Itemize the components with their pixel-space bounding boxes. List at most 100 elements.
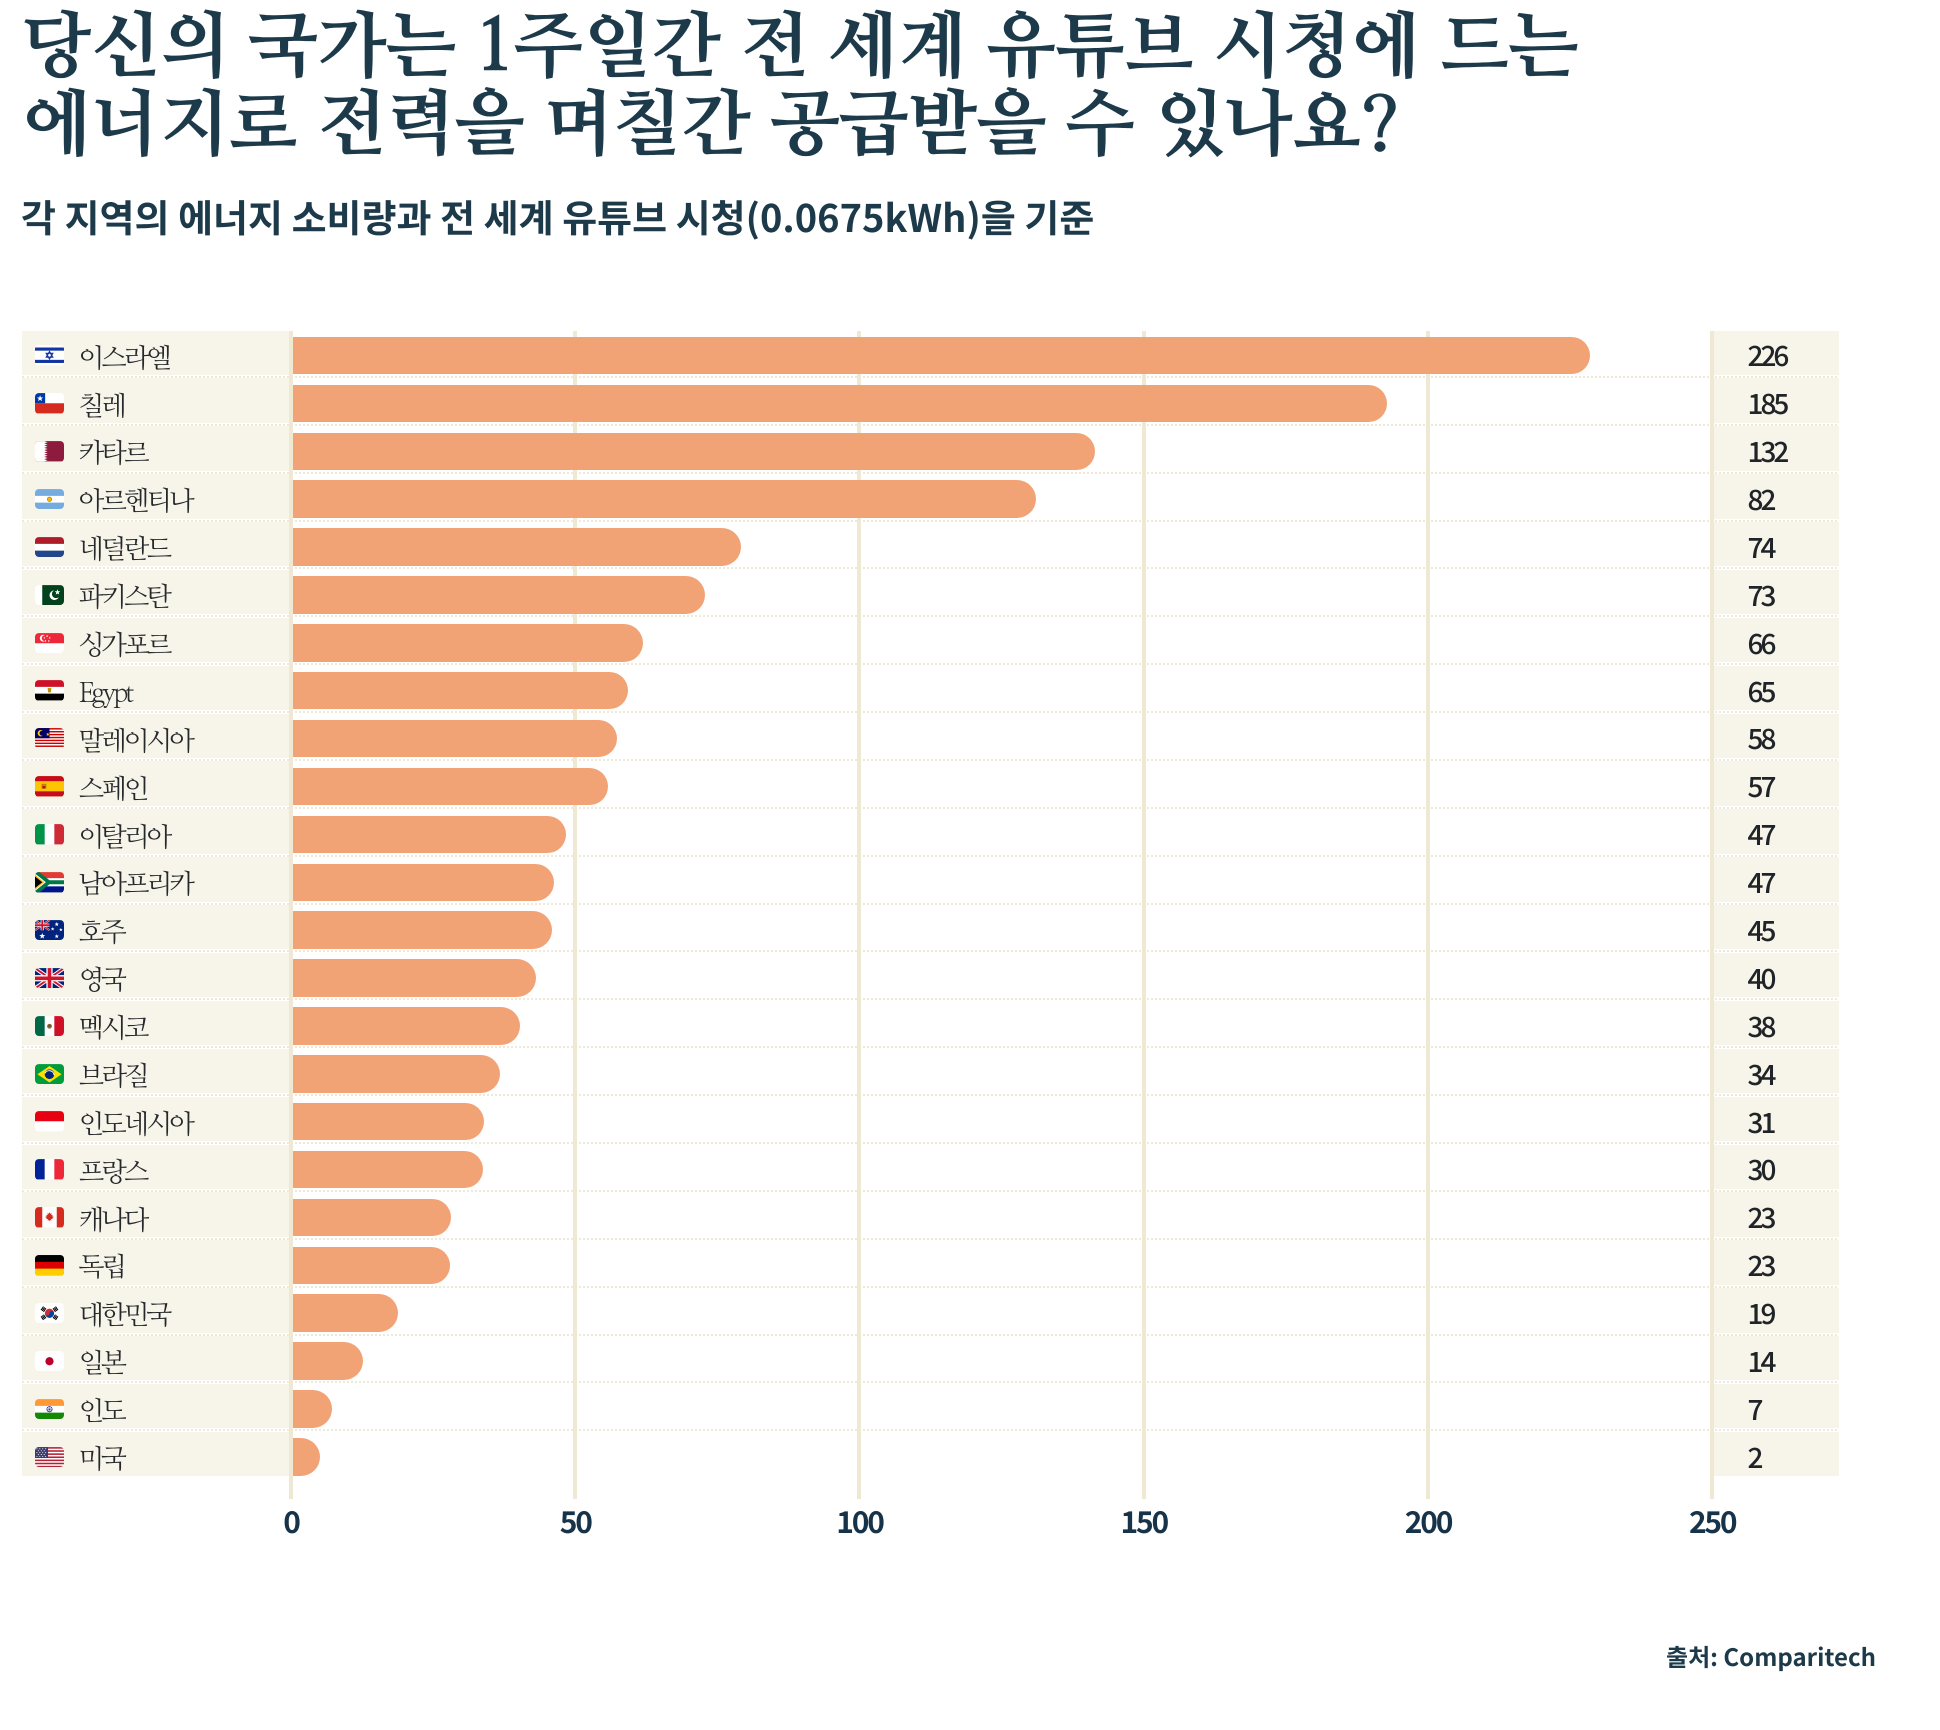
row-label-band <box>22 1096 291 1142</box>
value-label: 82 <box>1747 479 1777 520</box>
row-label-band <box>22 1336 291 1381</box>
chart-title: 당신의 국가는 1주일간 전 세계 유튜브 시청에 드는 에너지로 전력을 며칠… <box>22 10 1578 166</box>
bar-sg[interactable] <box>293 624 643 662</box>
flag-au-icon <box>34 919 64 941</box>
flag-eg-icon <box>34 680 64 701</box>
value-label: 31 <box>1747 1101 1777 1142</box>
row-separator <box>22 567 1837 570</box>
row-separator <box>22 1094 1837 1097</box>
row-value-band <box>1714 1192 1839 1237</box>
row-separator <box>22 471 1837 474</box>
bar-ar[interactable] <box>293 480 1037 518</box>
row-separator <box>22 1237 1837 1240</box>
country-label: 영국 <box>78 968 127 996</box>
flag-br-icon <box>34 1063 64 1085</box>
row-value-band <box>1714 1383 1839 1429</box>
gridline-200 <box>1425 330 1430 1499</box>
row-label-band <box>22 1048 291 1094</box>
bar-br[interactable] <box>293 1055 500 1093</box>
bar-kr[interactable] <box>293 1294 398 1332</box>
bar-in[interactable] <box>293 1390 332 1428</box>
row-separator <box>22 950 1837 953</box>
bar-mx[interactable] <box>293 1007 521 1045</box>
bar-de[interactable] <box>293 1246 451 1285</box>
bar-nl[interactable] <box>293 528 742 566</box>
tick-label-200: 200 <box>1404 1498 1454 1542</box>
value-label: 38 <box>1747 1005 1777 1046</box>
row-value-band <box>1714 330 1839 375</box>
bar-il[interactable] <box>293 336 1590 375</box>
row-value-band <box>1714 474 1839 519</box>
row-label-band <box>22 569 291 615</box>
row-separator <box>22 854 1837 857</box>
gridline-100 <box>857 330 862 1499</box>
row-label-band <box>22 857 291 902</box>
flag-de-icon <box>34 1255 64 1276</box>
bar-gb[interactable] <box>293 959 536 997</box>
value-label: 58 <box>1747 718 1777 759</box>
row-label-band <box>22 1288 291 1333</box>
flag-nl-icon <box>34 536 64 558</box>
flag-sg-icon <box>34 632 64 654</box>
bar-ca[interactable] <box>293 1198 452 1237</box>
flag-es-icon <box>34 776 64 797</box>
tick-label-250: 250 <box>1688 1498 1738 1542</box>
bar-id[interactable] <box>293 1102 485 1141</box>
country-label: 일본 <box>78 1351 127 1379</box>
row-separator <box>22 423 1837 426</box>
bar-qa[interactable] <box>293 432 1095 471</box>
value-label: 19 <box>1747 1293 1777 1334</box>
flag-mx-icon <box>34 1015 64 1037</box>
bar-us[interactable] <box>293 1438 320 1476</box>
row-separator <box>22 806 1837 809</box>
row-separator <box>22 615 1837 618</box>
row-separator <box>22 1381 1837 1384</box>
value-label: 226 <box>1747 335 1790 376</box>
flag-za-icon <box>34 872 64 893</box>
country-label: 브라질 <box>78 1063 150 1091</box>
country-label: 프랑스 <box>78 1159 150 1187</box>
gridline-150 <box>1141 330 1146 1499</box>
value-label: 47 <box>1747 814 1777 855</box>
country-label: 캐나다 <box>78 1207 150 1235</box>
bar-fr[interactable] <box>293 1150 484 1189</box>
country-label: 싱가포르 <box>78 632 173 660</box>
country-label: 멕시코 <box>78 1016 150 1044</box>
row-value-band <box>1714 1144 1839 1189</box>
flag-fr-icon <box>34 1159 64 1180</box>
gridline-50 <box>573 330 578 1499</box>
row-label-band <box>22 522 291 567</box>
bar-za[interactable] <box>293 863 554 901</box>
country-label: 이스라엘 <box>78 345 173 373</box>
bar-my[interactable] <box>293 719 617 758</box>
value-label: 45 <box>1747 909 1777 950</box>
row-label-band <box>22 1240 291 1285</box>
row-value-band <box>1714 1096 1839 1142</box>
row-value-band <box>1714 857 1839 902</box>
tick-label-0: 0 <box>283 1498 301 1542</box>
row-label-band <box>22 330 291 375</box>
tick-label-150: 150 <box>1120 1498 1169 1542</box>
bar-au[interactable] <box>293 911 552 949</box>
row-value-band <box>1714 522 1839 567</box>
bar-eg[interactable] <box>293 671 629 710</box>
country-label: Egypt <box>78 680 135 708</box>
bar-it[interactable] <box>293 815 567 854</box>
row-value-band <box>1714 1288 1839 1333</box>
row-value-band <box>1714 426 1839 471</box>
row-label-band <box>22 378 291 423</box>
gridline-250 <box>1710 330 1715 1499</box>
value-label: 47 <box>1747 862 1777 903</box>
tick-label-100: 100 <box>836 1498 885 1542</box>
bar-jp[interactable] <box>293 1342 364 1380</box>
bar-pk[interactable] <box>293 576 705 614</box>
row-separator <box>22 1285 1837 1288</box>
flag-il-icon <box>34 345 64 366</box>
row-label-band <box>22 1192 291 1237</box>
flag-pk-icon <box>34 584 64 606</box>
bar-cl[interactable] <box>293 384 1388 423</box>
bar-es[interactable] <box>293 767 608 806</box>
row-value-band <box>1714 905 1839 950</box>
row-separator <box>22 1142 1837 1145</box>
